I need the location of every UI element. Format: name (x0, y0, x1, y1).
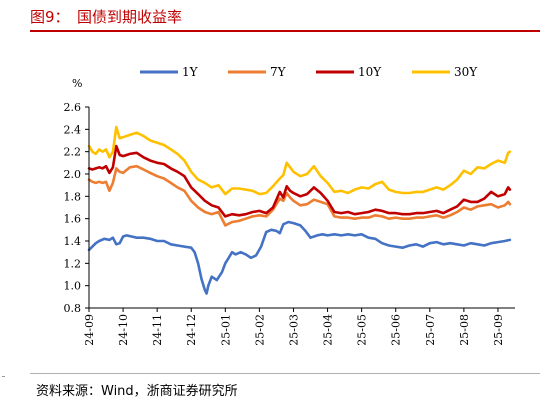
x-tick-label: 25-09 (492, 314, 505, 346)
y-tick-label: 2.6 (64, 101, 82, 114)
y-tick-label: 1.6 (64, 213, 82, 226)
x-tick-label: 25-06 (390, 314, 403, 346)
source-note: 资料来源：Wind，浙商证券研究所 (36, 384, 238, 399)
legend-label-1y: 1Y (182, 65, 199, 79)
x-tick-label: 24-09 (83, 314, 96, 346)
series-line-1y (87, 220, 512, 295)
y-axis-unit-label: % (72, 77, 82, 90)
figure-title: 图9： 国债到期收益率 (30, 8, 183, 26)
y-tick-label: 1.2 (64, 257, 82, 270)
x-tick-label: 25-01 (219, 314, 232, 346)
y-tick-label: 2.2 (64, 146, 82, 159)
x-tick-label: 25-08 (458, 314, 471, 346)
legend-label-30y: 30Y (454, 65, 478, 79)
series-line-7y (87, 164, 512, 227)
y-tick-label: 0.8 (64, 302, 82, 315)
legend-label-10y: 10Y (358, 65, 382, 79)
corner-mark (2, 376, 5, 377)
x-tick-label: 25-04 (322, 314, 335, 346)
series-layer (87, 125, 512, 295)
x-tick-label: 24-10 (117, 314, 130, 346)
legend-label-7y: 7Y (270, 65, 287, 79)
x-tick-label: 25-07 (424, 314, 437, 346)
chart-axes: 0.8 1.0 1.2 1.4 1.6 1.8 2.0 2.2 2.4 2.6 24-09 24-10… (64, 101, 515, 346)
x-tick-label: 25-02 (253, 314, 266, 346)
series-line-10y (87, 144, 512, 218)
source-divider (30, 373, 540, 374)
y-tick-label: 1.4 (64, 235, 82, 248)
series-line-30y (87, 125, 512, 196)
x-tick-label: 25-03 (287, 314, 300, 346)
y-tick-label: 2.4 (64, 123, 82, 136)
y-tick-label: 1.0 (64, 280, 82, 293)
x-tick-label: 25-05 (356, 314, 369, 346)
x-tick-label: 24-11 (151, 314, 164, 346)
title-underline (30, 30, 540, 32)
x-tick-label: 24-12 (185, 314, 198, 346)
y-tick-label: 1.8 (64, 190, 82, 203)
y-tick-label: 2.0 (64, 168, 82, 181)
chart-legend: 1Y 7Y 10Y 30Y (140, 65, 478, 79)
